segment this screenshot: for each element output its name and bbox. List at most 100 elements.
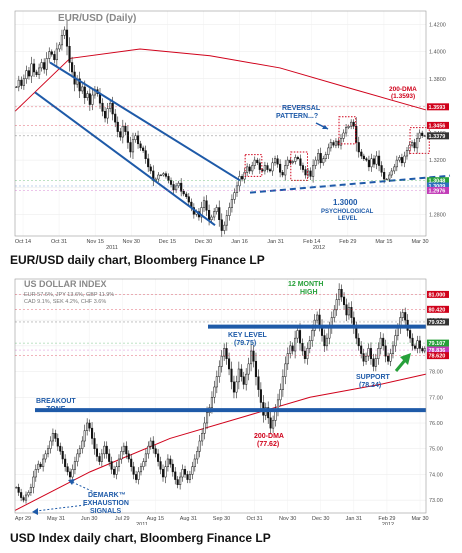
x-tick-label: Oct 14	[15, 239, 31, 245]
candle-body	[323, 335, 326, 347]
candle-body	[318, 314, 321, 326]
candle-body	[308, 340, 311, 349]
candle-body	[71, 62, 74, 73]
price-tag-label: 1.3456	[429, 123, 446, 129]
candle-body	[108, 453, 111, 462]
candle-body	[103, 445, 106, 455]
usd-axes: 73.0074.0075.0076.0077.0078.0079.0080.00…	[14, 278, 443, 525]
candle-body	[175, 185, 178, 191]
candle-body	[98, 93, 102, 104]
candle-body	[324, 154, 327, 159]
candle-body	[235, 185, 239, 193]
candle-body	[357, 142, 360, 153]
candle-body	[261, 169, 264, 172]
candle-body	[345, 304, 348, 316]
candle-body	[294, 157, 297, 162]
candle-body	[17, 79, 20, 88]
x-tick-label: Nov 30	[279, 516, 296, 522]
candle-body	[291, 345, 294, 352]
candle-body	[20, 79, 23, 86]
candle-body	[418, 340, 421, 349]
candle-body	[164, 173, 168, 177]
candle-body	[413, 345, 417, 349]
candle-body	[186, 474, 189, 480]
candle-body	[411, 337, 414, 347]
eurusd-annotation-200dma: 200-DMA (1.3593)	[389, 86, 417, 100]
candle-body	[296, 157, 299, 159]
candle-body	[49, 440, 52, 449]
x-tick-label: Jun 30	[81, 516, 98, 522]
candle-body	[202, 200, 206, 208]
candle-body	[268, 169, 272, 172]
candle-body	[289, 159, 292, 164]
candle-body	[225, 348, 228, 359]
x-tick-label: Dec 15	[159, 239, 176, 245]
candle-body	[81, 440, 84, 449]
candle-body	[120, 451, 123, 460]
candle-body	[247, 363, 250, 375]
usd-grid	[15, 279, 426, 513]
candle-body	[258, 162, 261, 170]
candle-body	[134, 135, 137, 141]
price-tag	[427, 290, 449, 298]
candle-body	[174, 471, 177, 480]
candle-body	[98, 456, 101, 462]
candle-body	[34, 469, 37, 478]
usd-annotation-key-level: KEY LEVEL (79.75)	[228, 332, 267, 347]
candle-body	[423, 348, 426, 352]
candle-body	[220, 355, 223, 367]
candle-body	[17, 487, 20, 493]
candle-body	[45, 58, 48, 70]
candle-body	[360, 345, 363, 354]
candle-body	[213, 386, 216, 398]
candle-body	[355, 327, 358, 339]
candle-body	[109, 102, 112, 109]
candle-body	[113, 469, 116, 475]
candle-body	[116, 121, 119, 132]
x-tick-label: Jan 31	[346, 516, 363, 522]
eurusd-highlight-boxes	[244, 116, 430, 181]
candle-body	[154, 448, 157, 455]
price-tag-label: 78.836	[429, 348, 446, 354]
reversal-highlight-box	[244, 154, 263, 177]
candle-body	[32, 476, 35, 488]
usd-annotation-breakout: BREAKOUT ZONE	[36, 398, 76, 413]
price-tag-label: 1.3379	[429, 134, 446, 140]
candle-body	[225, 215, 228, 226]
candle-body	[64, 458, 67, 467]
eurusd-candles	[15, 20, 426, 237]
candle-body	[25, 70, 28, 80]
candle-body	[325, 337, 328, 347]
candle-body	[68, 45, 71, 63]
candle-body	[403, 155, 406, 164]
demark-pointer-left-icon	[35, 504, 86, 512]
candle-body	[382, 337, 385, 347]
candle-body	[73, 461, 76, 470]
candle-body	[416, 138, 419, 149]
candle-body	[191, 466, 194, 475]
candle-body	[157, 174, 160, 180]
x-year-label: 2012	[313, 245, 325, 250]
price-tag-label: 80.420	[429, 307, 446, 313]
candle-body	[32, 63, 36, 73]
x-tick-label: Oct 31	[51, 239, 67, 245]
annotation-level-text: LEVEL	[338, 216, 358, 222]
candle-body	[115, 466, 118, 475]
candle-body	[374, 358, 377, 367]
candle-body	[253, 159, 256, 166]
candle-body	[345, 127, 348, 134]
candle-body	[410, 142, 414, 146]
candle-body	[200, 207, 203, 218]
candle-body	[169, 180, 173, 185]
candle-body	[144, 150, 147, 159]
candle-body	[91, 94, 94, 105]
candle-body	[22, 497, 25, 501]
x-tick-label: Nov 30	[123, 239, 140, 245]
candle-body	[129, 142, 132, 153]
candle-body	[395, 159, 398, 168]
annotation-breakout-text: BREAKOUT	[36, 398, 76, 405]
usd-level-lines	[35, 324, 426, 413]
candle-body	[240, 368, 243, 377]
candle-body	[152, 440, 155, 449]
candle-body	[53, 54, 56, 61]
